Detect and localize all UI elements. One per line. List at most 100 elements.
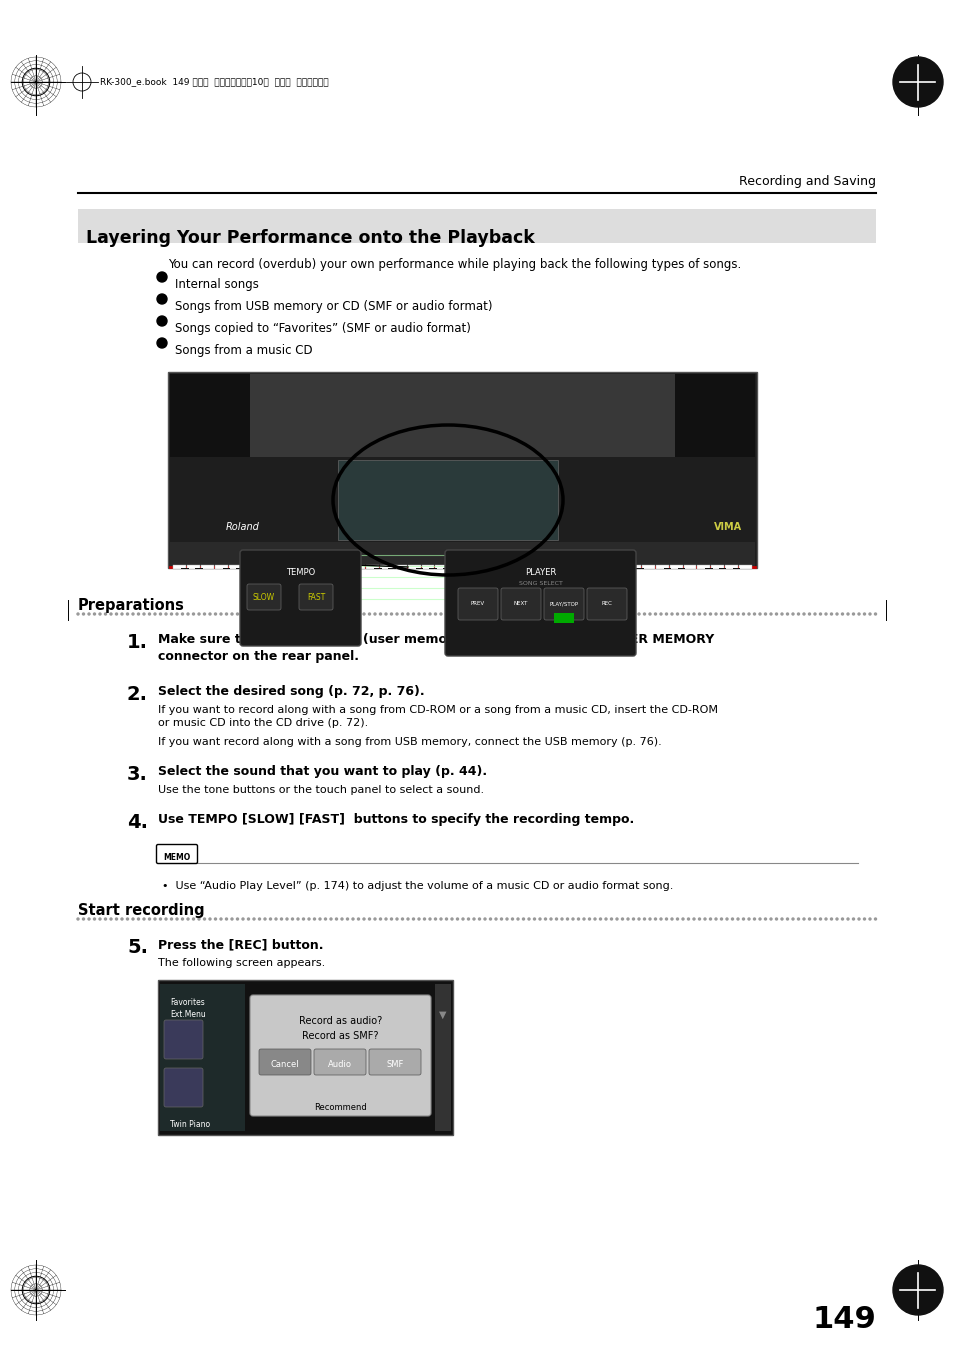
FancyBboxPatch shape bbox=[311, 565, 324, 569]
Circle shape bbox=[385, 613, 387, 615]
FancyBboxPatch shape bbox=[628, 565, 640, 569]
Circle shape bbox=[747, 613, 749, 615]
Circle shape bbox=[159, 613, 161, 615]
Text: •  Use “Audio Play Level” (p. 174) to adjust the volume of a music CD or audio f: • Use “Audio Play Level” (p. 174) to adj… bbox=[162, 881, 673, 892]
FancyBboxPatch shape bbox=[380, 565, 393, 569]
Circle shape bbox=[105, 917, 107, 920]
Circle shape bbox=[759, 917, 760, 920]
Circle shape bbox=[533, 917, 535, 920]
Circle shape bbox=[737, 917, 739, 920]
Circle shape bbox=[253, 917, 254, 920]
FancyBboxPatch shape bbox=[600, 565, 613, 569]
Circle shape bbox=[335, 613, 337, 615]
Circle shape bbox=[725, 917, 727, 920]
Circle shape bbox=[99, 613, 101, 615]
Circle shape bbox=[434, 613, 436, 615]
Circle shape bbox=[467, 613, 469, 615]
Circle shape bbox=[407, 613, 409, 615]
Circle shape bbox=[209, 917, 211, 920]
Circle shape bbox=[505, 613, 507, 615]
Circle shape bbox=[857, 613, 859, 615]
Circle shape bbox=[670, 613, 672, 615]
Circle shape bbox=[77, 917, 79, 920]
Text: Record as SMF?: Record as SMF? bbox=[302, 1031, 378, 1042]
Circle shape bbox=[763, 613, 765, 615]
Circle shape bbox=[324, 917, 326, 920]
Circle shape bbox=[137, 613, 139, 615]
Circle shape bbox=[193, 613, 194, 615]
Circle shape bbox=[555, 613, 557, 615]
Circle shape bbox=[698, 917, 700, 920]
Circle shape bbox=[352, 613, 354, 615]
Text: Make sure that USB memory (user memory) is connected to the USER MEMORY
connecto: Make sure that USB memory (user memory) … bbox=[158, 634, 714, 663]
Text: 1.: 1. bbox=[127, 634, 148, 653]
Text: PREV: PREV bbox=[471, 601, 484, 607]
FancyBboxPatch shape bbox=[164, 1020, 203, 1059]
Circle shape bbox=[594, 613, 596, 615]
FancyBboxPatch shape bbox=[170, 374, 754, 457]
Text: NEXT: NEXT bbox=[514, 601, 528, 607]
FancyBboxPatch shape bbox=[170, 542, 754, 567]
Circle shape bbox=[703, 917, 705, 920]
Circle shape bbox=[511, 917, 513, 920]
FancyBboxPatch shape bbox=[462, 565, 476, 569]
FancyBboxPatch shape bbox=[543, 588, 583, 620]
Circle shape bbox=[769, 917, 771, 920]
Circle shape bbox=[335, 917, 337, 920]
Circle shape bbox=[830, 917, 832, 920]
Circle shape bbox=[203, 917, 205, 920]
FancyBboxPatch shape bbox=[256, 565, 269, 569]
FancyBboxPatch shape bbox=[158, 979, 453, 1135]
FancyBboxPatch shape bbox=[444, 550, 636, 657]
Circle shape bbox=[292, 917, 294, 920]
Circle shape bbox=[143, 917, 145, 920]
Circle shape bbox=[473, 613, 475, 615]
Circle shape bbox=[302, 917, 304, 920]
Circle shape bbox=[505, 917, 507, 920]
Circle shape bbox=[274, 917, 276, 920]
Circle shape bbox=[308, 613, 310, 615]
Text: Songs copied to “Favorites” (SMF or audio format): Songs copied to “Favorites” (SMF or audi… bbox=[174, 322, 471, 335]
Circle shape bbox=[220, 613, 222, 615]
FancyBboxPatch shape bbox=[338, 565, 352, 569]
Circle shape bbox=[193, 917, 194, 920]
Circle shape bbox=[198, 613, 200, 615]
Circle shape bbox=[892, 57, 942, 107]
Circle shape bbox=[203, 613, 205, 615]
Circle shape bbox=[143, 613, 145, 615]
Circle shape bbox=[598, 917, 601, 920]
Circle shape bbox=[791, 613, 793, 615]
Circle shape bbox=[610, 613, 612, 615]
FancyBboxPatch shape bbox=[545, 565, 558, 569]
Circle shape bbox=[626, 917, 628, 920]
Circle shape bbox=[175, 917, 178, 920]
Circle shape bbox=[868, 917, 870, 920]
Text: 5.: 5. bbox=[127, 938, 148, 957]
Circle shape bbox=[445, 613, 447, 615]
Circle shape bbox=[841, 613, 842, 615]
Circle shape bbox=[489, 917, 491, 920]
Text: Audio: Audio bbox=[328, 1061, 352, 1069]
Circle shape bbox=[550, 613, 552, 615]
Circle shape bbox=[632, 613, 634, 615]
Circle shape bbox=[357, 613, 359, 615]
Text: 3.: 3. bbox=[127, 765, 148, 784]
Circle shape bbox=[874, 613, 876, 615]
Circle shape bbox=[560, 917, 562, 920]
Circle shape bbox=[604, 613, 606, 615]
FancyBboxPatch shape bbox=[283, 565, 296, 569]
Circle shape bbox=[417, 917, 419, 920]
Circle shape bbox=[209, 613, 211, 615]
FancyBboxPatch shape bbox=[168, 372, 757, 567]
Circle shape bbox=[374, 917, 375, 920]
Circle shape bbox=[296, 917, 298, 920]
FancyBboxPatch shape bbox=[78, 209, 875, 243]
Text: You can record (overdub) your own performance while playing back the following t: You can record (overdub) your own perfor… bbox=[168, 258, 740, 272]
FancyBboxPatch shape bbox=[435, 984, 451, 1131]
Text: Internal songs: Internal songs bbox=[174, 278, 258, 290]
Circle shape bbox=[604, 917, 606, 920]
Circle shape bbox=[153, 917, 156, 920]
FancyBboxPatch shape bbox=[242, 565, 255, 569]
FancyBboxPatch shape bbox=[270, 565, 282, 569]
Text: 4.: 4. bbox=[127, 813, 148, 832]
